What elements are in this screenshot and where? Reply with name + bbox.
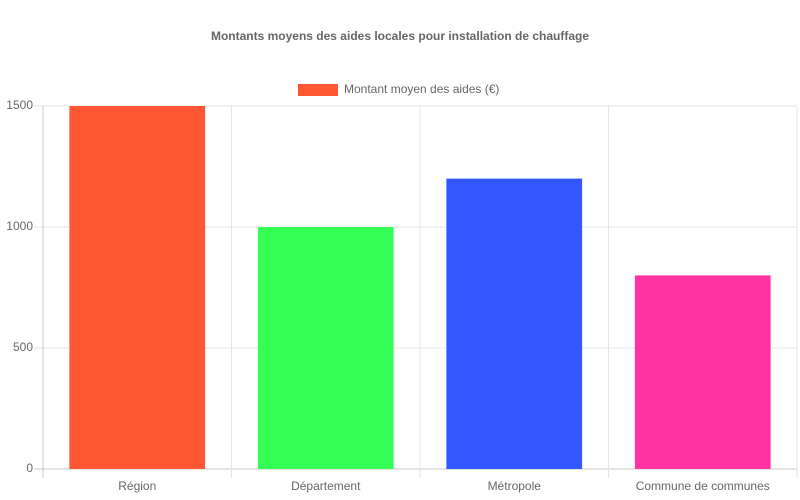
bar: [69, 106, 206, 469]
y-tick-label: 1500: [6, 98, 33, 112]
y-tick-label: 1000: [6, 219, 33, 233]
chart-title: Montants moyens des aides locales pour i…: [211, 29, 589, 43]
y-tick-label: 0: [26, 461, 33, 475]
legend-swatch: [298, 84, 338, 96]
legend-label: Montant moyen des aides (€): [344, 82, 499, 96]
bar: [634, 275, 771, 469]
y-tick-label: 500: [13, 340, 33, 354]
x-tick-label: Région: [118, 479, 156, 493]
bar: [257, 227, 394, 469]
x-tick-label: Commune de communes: [636, 479, 770, 493]
x-tick-label: Métropole: [488, 479, 542, 493]
bar: [446, 178, 583, 469]
x-tick-label: Département: [291, 479, 361, 493]
